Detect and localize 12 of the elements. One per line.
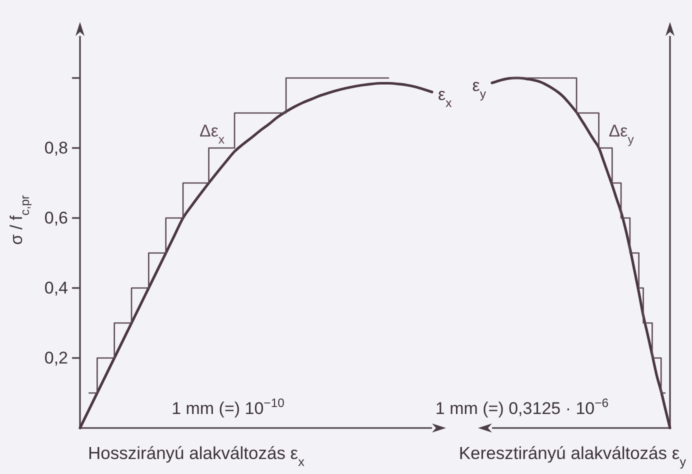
y-tick-label: 0,4	[44, 278, 68, 298]
series-label: ε$_{y}$	[472, 76, 487, 101]
series-label: Δε$_{x}$	[199, 122, 225, 146]
annotation: 1 mm (=) 10$^{−10}$	[172, 396, 285, 418]
series-label: Δε$_{y}$	[608, 122, 635, 146]
annotation: 1 mm (=) 0,3125 · 10$^{−6}$	[435, 396, 609, 418]
x-axis-title: Keresztirányú alakváltozás ε$_{y}$	[458, 443, 687, 469]
y-tick-label: 0,8	[44, 138, 68, 158]
x-axis-title: Hosszirányú alakváltozás ε$_{x}$	[88, 443, 306, 469]
y-tick-label: 0,2	[44, 348, 68, 368]
y-tick-label: 0,6	[44, 208, 68, 228]
series-label: ε$_{x}$	[438, 85, 452, 110]
